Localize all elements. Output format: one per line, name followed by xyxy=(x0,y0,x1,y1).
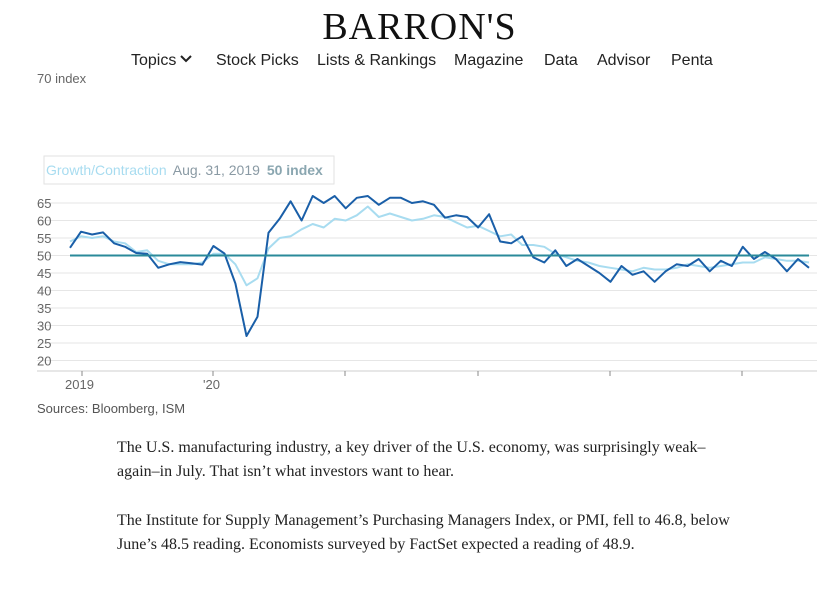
chart-tooltip: Growth/Contraction Aug. 31, 2019 50 inde… xyxy=(43,155,335,185)
paragraph-1-text: The U.S. manufacturing industry, a key d… xyxy=(117,439,706,480)
tooltip-background xyxy=(43,155,335,185)
y-tick-label-50: 50 xyxy=(37,249,51,264)
nav-stock-picks[interactable]: Stock Picks xyxy=(216,52,299,69)
y-tick-label-60: 60 xyxy=(37,214,51,229)
nav-magazine[interactable]: Magazine xyxy=(454,52,524,69)
y-tick-label-35: 35 xyxy=(37,301,51,316)
nav-topics-label: Topics xyxy=(131,52,177,69)
top-navigation: Topics Stock Picks Lists & Rankings Maga… xyxy=(0,50,839,74)
chart-gridlines xyxy=(37,202,817,361)
y-axis-label: 70 index xyxy=(37,72,87,86)
nav-topics[interactable]: Topics xyxy=(131,50,193,72)
tooltip-date: Aug. 31, 2019 xyxy=(173,162,260,178)
nav-data[interactable]: Data xyxy=(544,52,578,69)
y-tick-label-45: 45 xyxy=(37,266,51,281)
x-tick-label-1: '20 xyxy=(203,377,220,392)
x-tick-label-0: 2019 xyxy=(65,377,94,392)
y-tick-label-25: 25 xyxy=(37,336,51,351)
y-tick-label-20: 20 xyxy=(37,354,51,369)
tooltip-series-label: Growth/Contraction xyxy=(46,162,167,178)
y-tick-label-40: 40 xyxy=(37,284,51,299)
paragraph-2-text: The Institute for Supply Management’s Pu… xyxy=(117,512,730,553)
tooltip-value: 50 index xyxy=(267,162,323,178)
nav-lists-rankings[interactable]: Lists & Rankings xyxy=(317,52,437,69)
tooltip-text: Growth/Contraction Aug. 31, 2019 50 inde… xyxy=(46,162,323,178)
chart-sources: Sources: Bloomberg, ISM xyxy=(37,401,186,416)
chart-series xyxy=(69,195,810,337)
chevron-down-icon xyxy=(180,55,193,63)
y-tick-label-65: 65 xyxy=(37,196,51,211)
nav-advisor[interactable]: Advisor xyxy=(597,52,651,69)
article-paragraph-2: The Institute for Supply Management’s Pu… xyxy=(117,509,737,557)
x-axis: 2019 '20 xyxy=(37,370,817,392)
barrons-logo[interactable]: BARRON'S xyxy=(322,6,517,48)
article-paragraph-1: The U.S. manufacturing industry, a key d… xyxy=(117,436,737,484)
nav-penta[interactable]: Penta xyxy=(671,52,713,69)
y-axis-tick-labels: 20 25 30 35 40 45 50 55 60 65 xyxy=(37,196,51,369)
pmi-line-chart: 20 25 30 35 40 45 50 55 60 65 70 index Growth/Con… xyxy=(37,72,817,392)
y-tick-label-30: 30 xyxy=(37,319,51,334)
series-line-0 xyxy=(69,195,810,337)
y-tick-label-55: 55 xyxy=(37,231,51,246)
